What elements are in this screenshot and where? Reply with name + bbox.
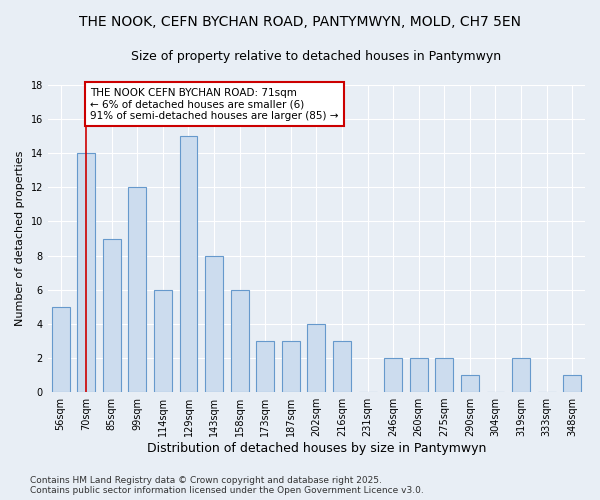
Bar <box>282 341 300 392</box>
Bar <box>436 358 453 392</box>
Title: Size of property relative to detached houses in Pantymwyn: Size of property relative to detached ho… <box>131 50 502 63</box>
Bar <box>384 358 402 392</box>
Bar <box>307 324 325 392</box>
Bar <box>410 358 428 392</box>
Bar <box>77 153 95 392</box>
Bar <box>563 375 581 392</box>
Text: Contains HM Land Registry data © Crown copyright and database right 2025.
Contai: Contains HM Land Registry data © Crown c… <box>30 476 424 495</box>
Bar <box>128 188 146 392</box>
Bar <box>103 238 121 392</box>
Bar <box>154 290 172 392</box>
Bar <box>230 290 248 392</box>
Bar <box>461 375 479 392</box>
Y-axis label: Number of detached properties: Number of detached properties <box>15 151 25 326</box>
X-axis label: Distribution of detached houses by size in Pantymwyn: Distribution of detached houses by size … <box>147 442 486 455</box>
Bar <box>52 307 70 392</box>
Bar <box>333 341 351 392</box>
Bar <box>179 136 197 392</box>
Bar <box>512 358 530 392</box>
Text: THE NOOK, CEFN BYCHAN ROAD, PANTYMWYN, MOLD, CH7 5EN: THE NOOK, CEFN BYCHAN ROAD, PANTYMWYN, M… <box>79 15 521 29</box>
Bar <box>205 256 223 392</box>
Text: THE NOOK CEFN BYCHAN ROAD: 71sqm
← 6% of detached houses are smaller (6)
91% of : THE NOOK CEFN BYCHAN ROAD: 71sqm ← 6% of… <box>90 88 338 121</box>
Bar <box>256 341 274 392</box>
